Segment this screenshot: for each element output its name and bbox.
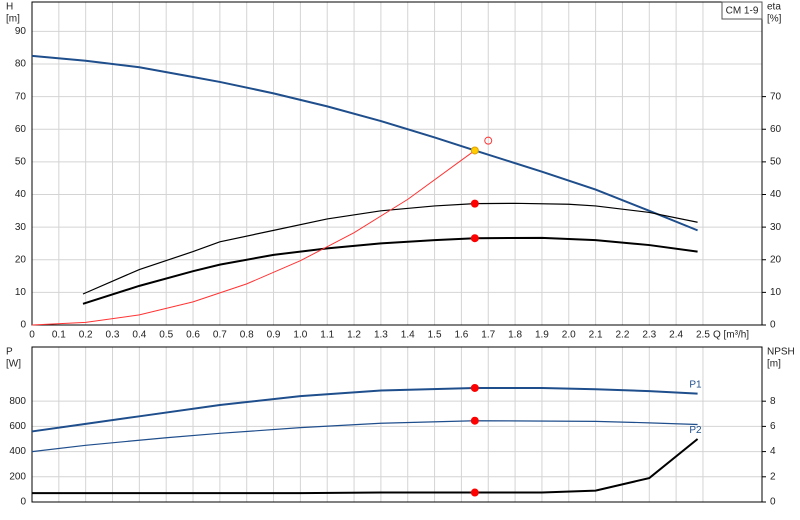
x-tick-label: 2.0 [562, 330, 576, 341]
x-tick-label: 2.2 [615, 330, 629, 341]
y-tick-label: 0 [20, 320, 26, 331]
y2-tick-label: 0 [770, 497, 776, 508]
y2-tick-label: 40 [770, 189, 782, 200]
curve [32, 438, 699, 495]
x-tick-label: 1.1 [320, 330, 334, 341]
x-tick-label: 0 [29, 330, 35, 341]
x-tick-label: 2.1 [589, 330, 603, 341]
y2-tick-label: 0 [770, 320, 776, 331]
y-axis-unit: [m] [6, 14, 20, 25]
y2-tick-label: 30 [770, 222, 782, 233]
y2-tick-label: 2 [770, 471, 776, 482]
x-tick-label: 0.7 [213, 330, 227, 341]
x-tick-label: 0.9 [267, 330, 281, 341]
y-axis-unit: [W] [6, 359, 21, 370]
x-tick-label: 0.4 [132, 330, 146, 341]
y2-axis-label: NPSH [767, 347, 795, 358]
plot-frame [31, 346, 763, 503]
x-tick-label: 1.5 [428, 330, 442, 341]
y2-tick-label: 4 [770, 446, 776, 457]
y-tick-label: 20 [15, 254, 27, 265]
curve [82, 236, 698, 305]
curve-label: P1 [689, 379, 702, 390]
plot-frame [31, 1, 763, 326]
y2-tick-label: 8 [770, 396, 776, 407]
y-tick-label: 70 [15, 91, 27, 102]
y2-tick-label: 6 [770, 421, 776, 432]
x-tick-label: 1.6 [454, 330, 468, 341]
marker-dot [470, 488, 479, 497]
x-tick-label: 0.6 [186, 330, 200, 341]
x-tick-label: 1.0 [293, 330, 307, 341]
marker-dot [470, 416, 479, 425]
y-axis-label: P [6, 347, 13, 358]
x-tick-label: 2.3 [642, 330, 656, 341]
x-tick-label: 1.9 [535, 330, 549, 341]
x-axis-label: Q [m³/h] [713, 330, 749, 341]
x-tick-label: 0.2 [79, 330, 93, 341]
curve [31, 420, 698, 453]
y-tick-label: 0 [20, 497, 26, 508]
x-tick-label: 1.3 [374, 330, 388, 341]
marker-dot [470, 146, 479, 155]
y2-tick-label: 50 [770, 157, 782, 168]
y-tick-label: 90 [15, 26, 27, 37]
y-tick-label: 60 [15, 124, 27, 135]
y2-axis-unit: [m] [767, 359, 781, 370]
curve [31, 150, 476, 326]
y2-tick-label: 70 [770, 91, 782, 102]
curve-label: P2 [689, 425, 702, 436]
y2-tick-label: 10 [770, 287, 782, 298]
x-tick-label: 0.3 [106, 330, 120, 341]
x-tick-label: 2.5 [696, 330, 710, 341]
x-tick-label: 1.4 [401, 330, 415, 341]
curve [82, 202, 698, 295]
x-tick-label: 1.7 [481, 330, 495, 341]
x-tick-label: 0.5 [159, 330, 173, 341]
x-tick-label: 1.2 [347, 330, 361, 341]
y2-axis-unit: [%] [767, 14, 782, 25]
y2-axis-label: eta [767, 2, 781, 13]
y2-tick-label: 20 [770, 254, 782, 265]
marker-dot [470, 383, 479, 392]
y2-tick-label: 60 [770, 124, 782, 135]
y-tick-label: 80 [15, 59, 27, 70]
y-tick-label: 30 [15, 222, 27, 233]
x-tick-label: 0.8 [240, 330, 254, 341]
x-tick-label: 0.1 [52, 330, 66, 341]
marker-dot [470, 199, 479, 208]
curve [31, 386, 698, 433]
y-tick-label: 200 [9, 471, 26, 482]
curve [31, 54, 698, 232]
label-box [721, 1, 763, 20]
y-tick-label: 40 [15, 189, 27, 200]
y-tick-label: 800 [9, 396, 26, 407]
y-axis-label: H [6, 2, 13, 13]
x-tick-label: 2.4 [669, 330, 683, 341]
y-tick-label: 50 [15, 157, 27, 168]
marker-ring [484, 136, 493, 145]
x-tick-label: 1.8 [508, 330, 522, 341]
marker-dot [470, 234, 479, 243]
label-box-text: CM 1-9 [726, 6, 759, 17]
y-tick-label: 400 [9, 446, 26, 457]
y-tick-label: 10 [15, 287, 27, 298]
y-tick-label: 600 [9, 421, 26, 432]
